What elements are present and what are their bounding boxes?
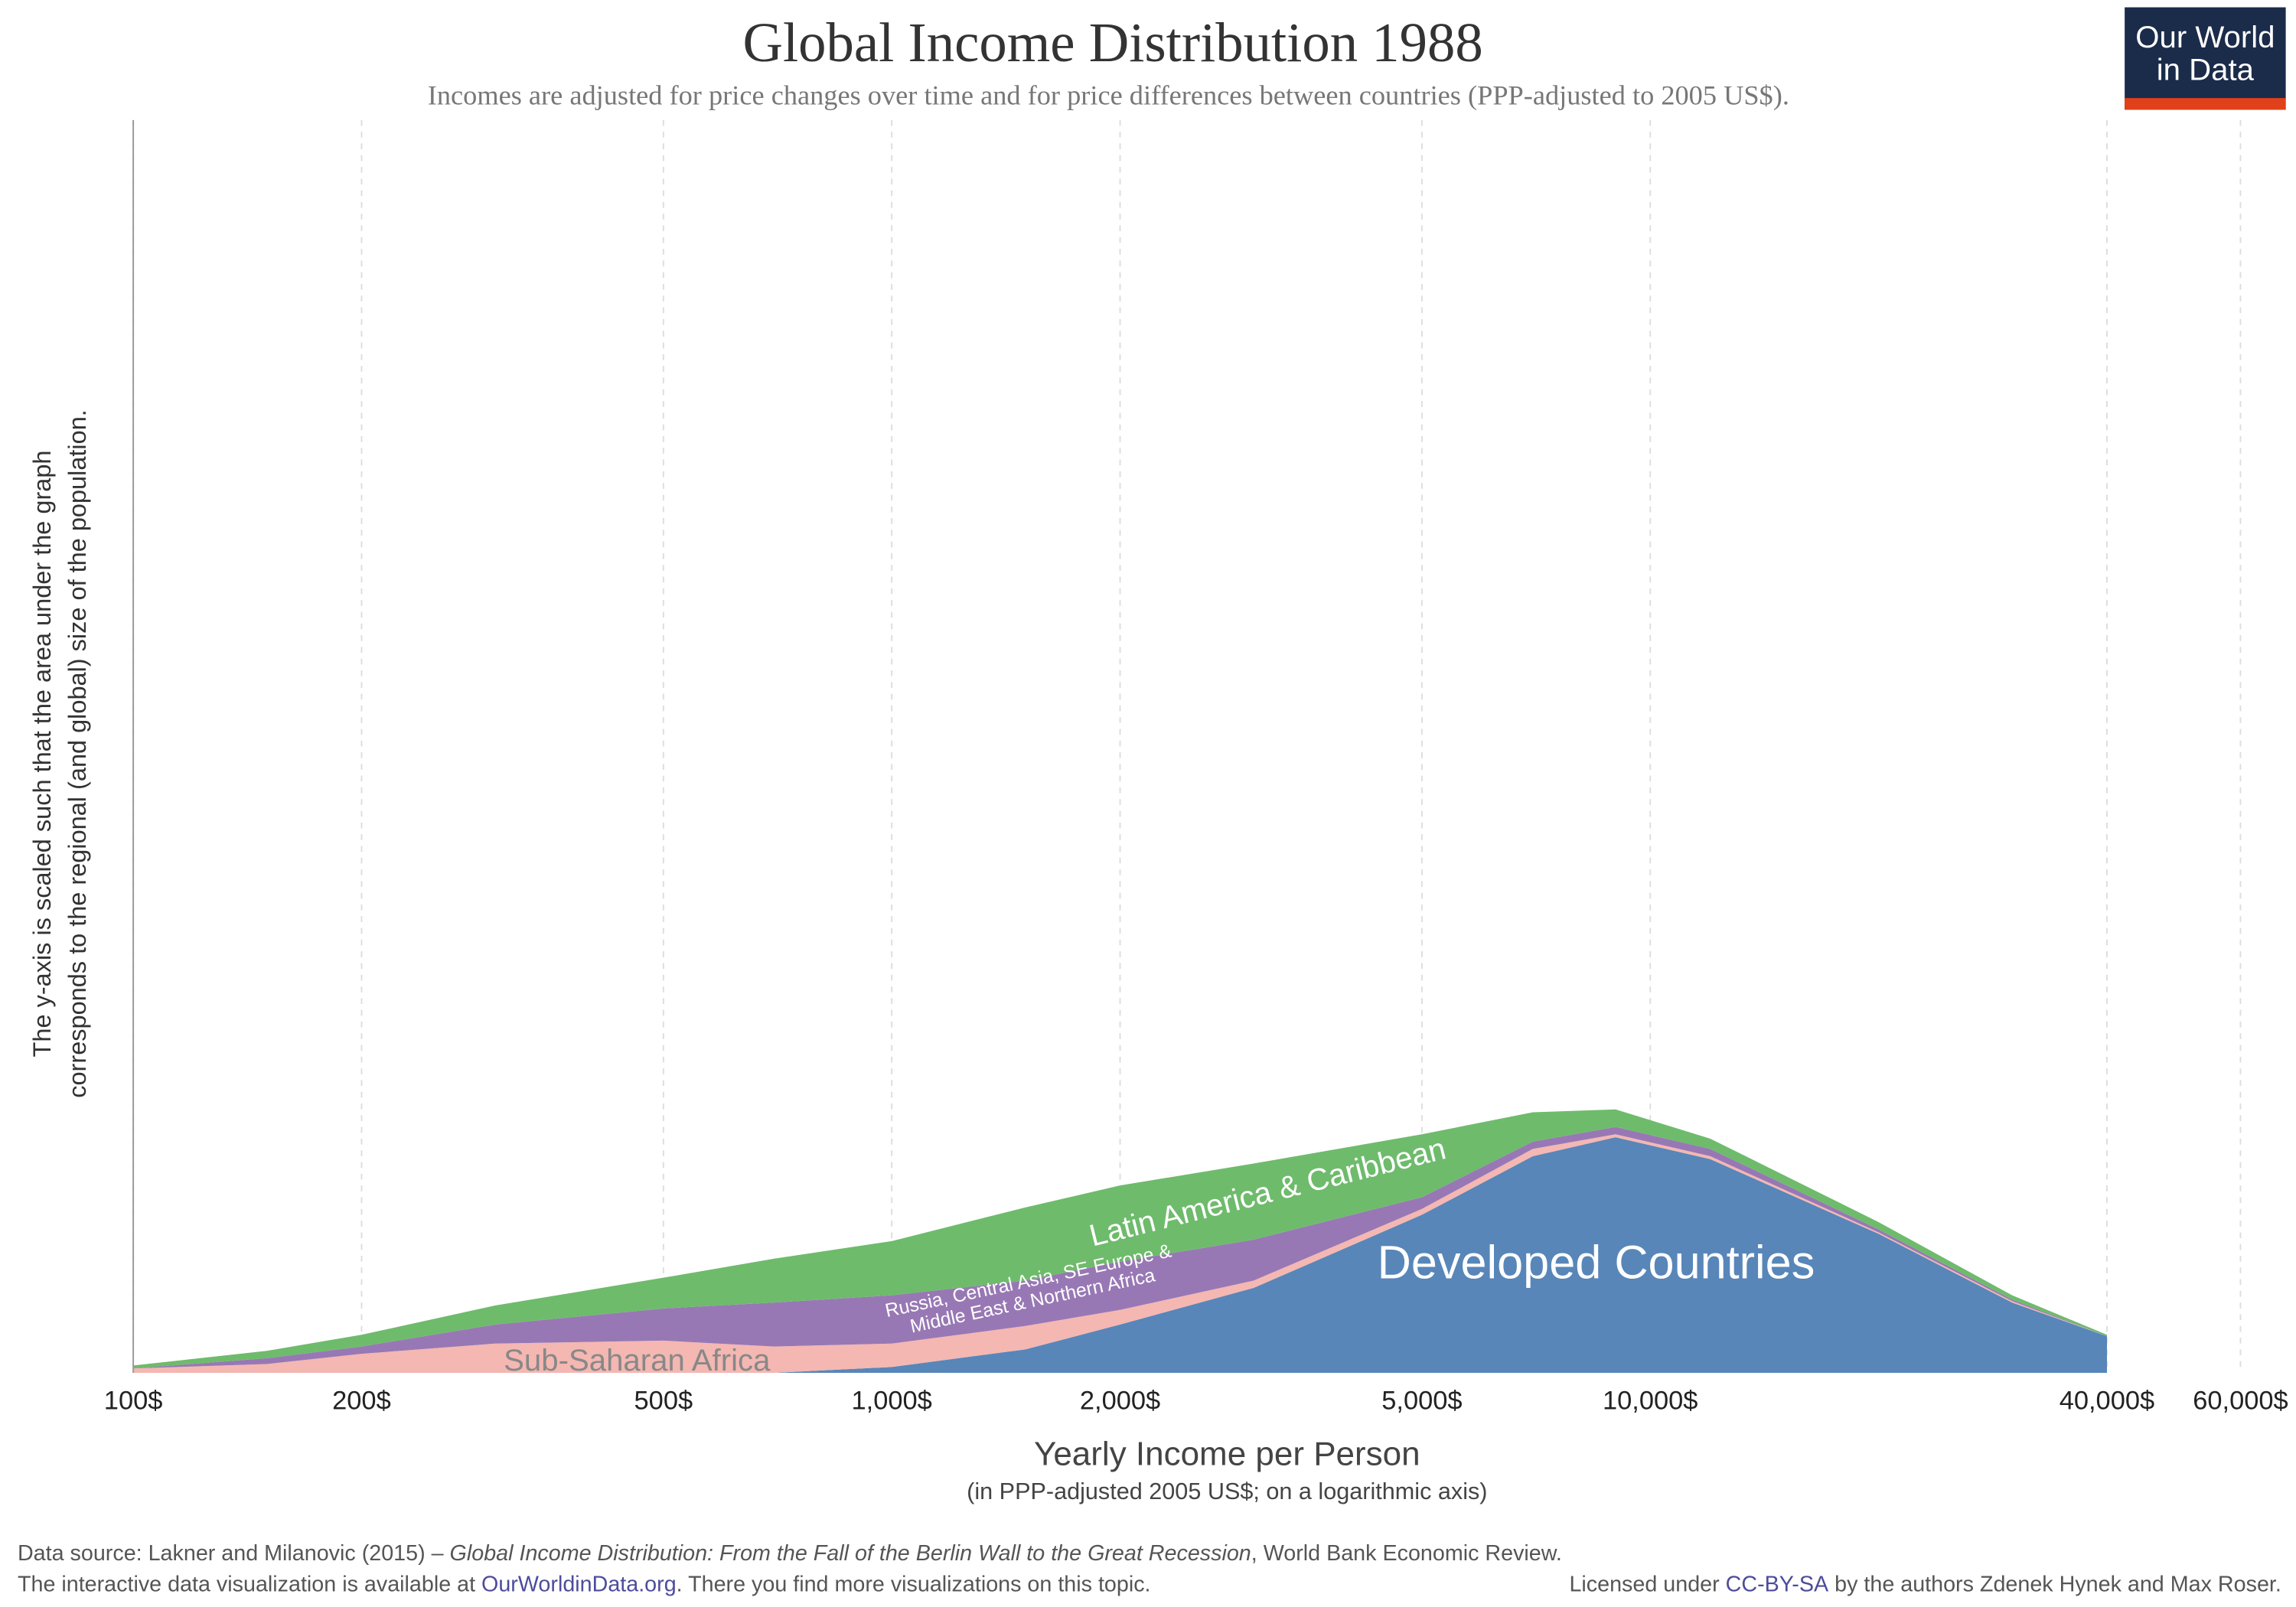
footer-text: Data source: Lakner and Milanovic (2015)… (18, 1541, 450, 1566)
series-label: Developed Countries (1378, 1237, 1815, 1289)
x-tick-label: 100$ (104, 1386, 163, 1415)
chart-subtitle: Incomes are adjusted for price changes o… (428, 80, 1789, 110)
x-tick-label: 10,000$ (1603, 1386, 1698, 1415)
area (133, 1109, 2107, 1369)
x-tick-label: 200$ (332, 1386, 391, 1415)
footer-text: by the authors Zdenek Hynek and Max Rose… (1828, 1572, 2281, 1596)
footer-text: Licensed under (1569, 1572, 1725, 1596)
plot: 100$ 200$ 500$ 1,000$ 2,000$ 5,000$ 10,000$ 40,… (104, 119, 2288, 1415)
y-axis-label: corresponds to the regional (and global)… (64, 409, 91, 1098)
y-label: The y-axis is scaled such that the area … (28, 409, 91, 1098)
footer-text: The interactive data visualization is av… (18, 1572, 481, 1596)
x-tick-label: 40,000$ (2060, 1386, 2154, 1415)
x-tick-label: 60,000$ (2193, 1386, 2288, 1415)
logo-text: in Data (2157, 52, 2255, 86)
footer-link[interactable]: CC-BY-SA (1726, 1572, 1829, 1596)
x-tick-label: 500$ (634, 1386, 693, 1415)
footer-link[interactable]: OurWorldinData.org (481, 1572, 677, 1596)
x-axis-label: Yearly Income per Person (1034, 1436, 1420, 1473)
footer-text: , World Bank Economic Review. (1251, 1541, 1562, 1566)
series-label: Sub-Saharan Africa (504, 1343, 771, 1377)
y-axis-label: The y-axis is scaled such that the area … (28, 450, 56, 1057)
logo-text: Our World (2135, 20, 2275, 54)
x-tick-label: 1,000$ (852, 1386, 932, 1415)
chart-title: Global Income Distribution 1988 (742, 11, 1482, 73)
footer-line: The interactive data visualization is av… (18, 1572, 1151, 1596)
logo[interactable]: Our World in Data (2125, 7, 2286, 110)
footer-text: . There you find more visualizations on … (677, 1572, 1151, 1596)
footer-source: Data source: Lakner and Milanovic (2015)… (18, 1541, 1562, 1566)
x-axis-sublabel: (in PPP-adjusted 2005 US$; on a logarith… (967, 1478, 1487, 1504)
series-label-group: Sub-Saharan Africa (504, 1343, 771, 1377)
logo-stripe (2125, 98, 2286, 110)
x-tick-label: 2,000$ (1080, 1386, 1160, 1415)
area (133, 1137, 2107, 1373)
series-label-group: Developed Countries (1378, 1237, 1815, 1289)
logo-box (2125, 7, 2286, 110)
x-tick-label: 5,000$ (1381, 1386, 1462, 1415)
footer-text: Global Income Distribution: From the Fal… (450, 1541, 1251, 1566)
footer-license: Licensed under CC-BY-SA by the authors Z… (1569, 1572, 2281, 1596)
